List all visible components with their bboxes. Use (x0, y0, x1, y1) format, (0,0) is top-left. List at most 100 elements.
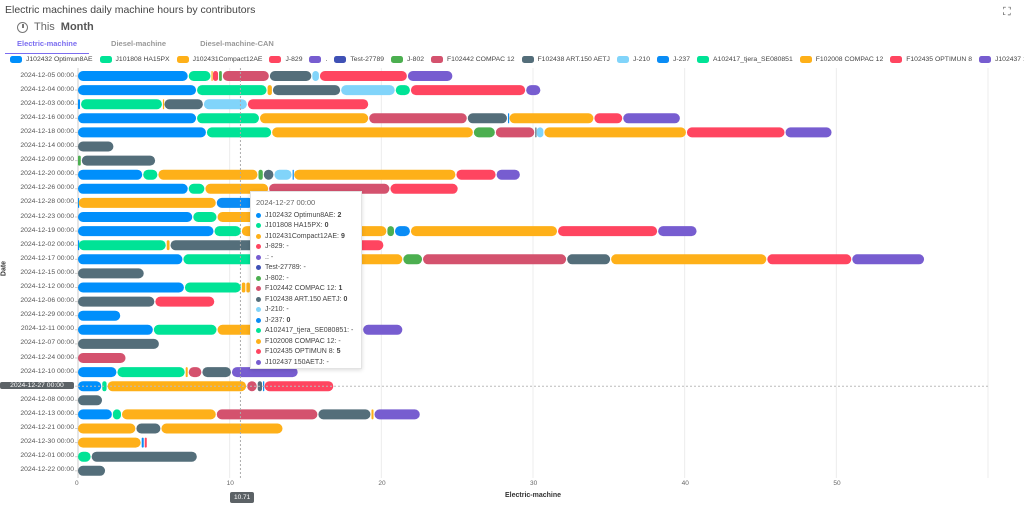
legend-item[interactable]: Test-27789 (334, 56, 384, 63)
bar-segment (143, 169, 158, 180)
bar-segment (544, 127, 686, 138)
tooltip-row: F102438 ART.150 AETJ: 0 (256, 294, 356, 305)
tab-diesel-machine[interactable]: Diesel-machine (111, 39, 167, 48)
bar-segment (246, 282, 250, 293)
legend-item[interactable]: F102442 COMPAC 12 (431, 56, 515, 63)
tab-electric-machine[interactable]: Electric-machine (5, 37, 90, 54)
legend-item[interactable]: J102431Compact12AE (176, 56, 262, 63)
legend-item[interactable]: F102435 OPTIMUN 8 (890, 56, 972, 63)
bar-segment (78, 212, 193, 222)
legend-item[interactable]: J-829 (269, 56, 302, 63)
tooltip-title: 2024-12-27 00:00 (256, 198, 316, 207)
bar-segment (395, 85, 410, 96)
legend-item[interactable]: J-802 (391, 56, 424, 63)
legend-item[interactable]: . (309, 56, 327, 63)
legend-item[interactable]: J-237 (656, 56, 690, 63)
y-tick-label: 2024-12-04 00:00 (20, 85, 74, 93)
bar-segment (658, 226, 697, 237)
bar-segment (216, 197, 254, 208)
tooltip-value: 2 (337, 211, 342, 219)
bar-segment (136, 423, 161, 434)
series-dot-icon (256, 317, 261, 323)
legend-item[interactable]: F102438 ART.150 AETJ (521, 56, 610, 63)
bar-segment (219, 71, 222, 81)
tooltip-value: 0 (324, 222, 329, 230)
bar-segment (78, 141, 114, 152)
bar-segment (495, 127, 535, 138)
series-dot-icon (256, 223, 261, 229)
bar-segment (202, 367, 231, 378)
period-prefix: This (34, 21, 55, 33)
y-tick-label: 2024-12-29 00:00 (20, 311, 74, 319)
legend-swatch (99, 56, 112, 63)
bar-segment (162, 99, 165, 110)
legend-swatch (799, 56, 812, 63)
legend-swatch (309, 56, 322, 63)
bar-segment (496, 169, 520, 180)
x-tick-label: 40 (681, 480, 689, 487)
y-tick-label: 2024-12-10 00:00 (20, 367, 74, 375)
bar-segment (407, 71, 453, 81)
legend-label: F102438 ART.150 AETJ (537, 56, 610, 63)
chart-title: Electric machines daily machine hours by… (5, 4, 256, 16)
bar-segment (78, 353, 126, 363)
bar-segment (161, 423, 283, 434)
legend-swatch (697, 56, 709, 63)
bar-segment (78, 338, 159, 349)
tooltip-label: J-829: - (265, 243, 289, 251)
bar-segment (78, 268, 144, 279)
legend-item[interactable]: J102432 Optimun8AE (10, 56, 93, 63)
series-dot-icon (256, 265, 261, 271)
legend-swatch (978, 56, 991, 63)
bar-segment (78, 381, 102, 392)
y-tick-label: 2024-12-27 00:00 (0, 381, 74, 389)
legend-item[interactable]: J101808 HA15PX (99, 56, 170, 63)
tooltip-row: J-237: 0 (256, 315, 356, 326)
bar-segment (112, 409, 121, 420)
bar-segment (188, 71, 211, 81)
legend-item[interactable]: A102417_tjera_SE080851 (697, 56, 793, 63)
bar-segment (78, 254, 183, 265)
series-dot-icon (256, 359, 261, 365)
bar-segment (81, 99, 162, 110)
tooltip-row: J101808 HA15PX: 0 (256, 221, 356, 232)
legend-item[interactable]: J-210 (616, 56, 650, 63)
legend-label: J-210 (632, 56, 650, 63)
crosshair-x-value: 10.71 (230, 492, 255, 503)
tooltip: 2024-12-27 00:00 J102432 Optimun8AE: 2 J10… (250, 191, 362, 369)
series-dot-icon (256, 212, 261, 218)
tooltip-label: J102431Compact12AE: (265, 232, 339, 240)
bar-segment (272, 127, 473, 138)
legend-label: A102417_tjera_SE080851 (713, 56, 793, 63)
tooltip-row: J102431Compact12AE: 9 (256, 231, 356, 242)
legend-label: J101808 HA15PX (115, 56, 170, 63)
y-tick-label: 2024-12-15 00:00 (20, 268, 74, 276)
x-tick-label: 30 (530, 480, 538, 487)
legend-item[interactable]: J102437 150AETJ (978, 56, 1024, 63)
bar-segment (78, 169, 143, 180)
bar-segment (267, 85, 272, 96)
chart-legend: J102432 Optimun8AE J101808 HA15PX J102431C… (10, 56, 1024, 63)
period-selector[interactable]: This Month (17, 21, 94, 33)
bar-segment (558, 226, 658, 237)
bar-segment (785, 127, 832, 138)
tab-diesel-machine-can[interactable]: Diesel-machine-CAN (200, 39, 274, 48)
tooltip-value: 5 (336, 348, 341, 356)
legend-swatch (890, 56, 903, 63)
x-tick-label: 50 (833, 480, 841, 487)
legend-item[interactable]: F102008 COMPAC 12 (799, 56, 883, 63)
expand-icon[interactable]: ⛶ (1003, 6, 1011, 18)
y-tick-label: 2024-12-11 00:00 (20, 325, 74, 333)
y-axis-title: Date (0, 260, 8, 277)
bar-segment (188, 183, 205, 194)
bar-segment (341, 85, 395, 96)
bar-segment (121, 409, 216, 420)
period-label: Month (60, 21, 94, 33)
tooltip-label: J-237: (265, 316, 285, 324)
y-tick-label: 2024-12-22 00:00 (20, 466, 74, 474)
legend-swatch (334, 56, 347, 63)
bar-segment (153, 324, 217, 335)
bar-segment (410, 85, 526, 96)
legend-swatch (431, 56, 444, 63)
y-tick-label: 2024-12-20 00:00 (20, 170, 74, 178)
